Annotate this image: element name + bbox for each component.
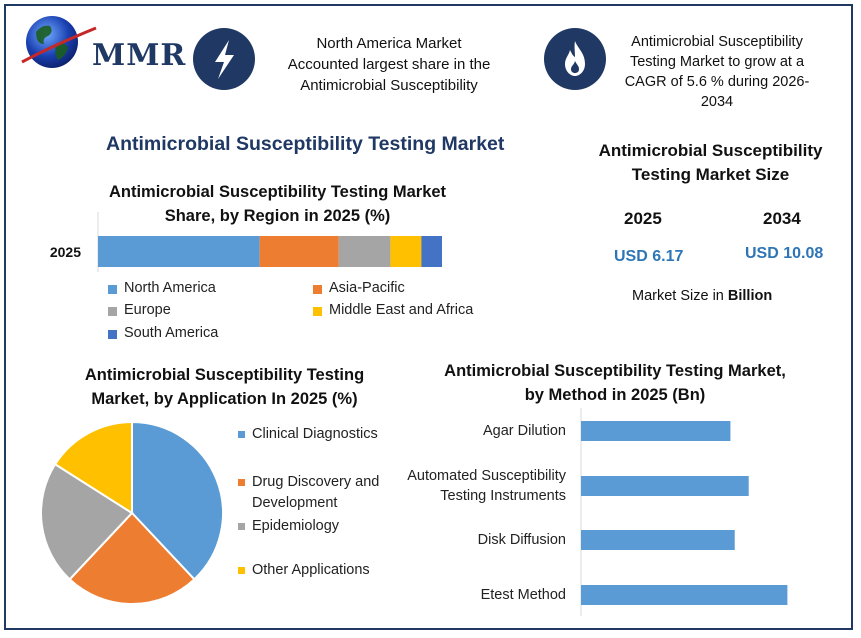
method-bar-automated-susceptibility-testing-instruments — [581, 476, 749, 496]
application-legend-label: Drug Discovery and Development — [252, 472, 379, 514]
region-category-label: 2025 — [50, 244, 81, 260]
region-bar-middle-east-and-africa — [390, 236, 422, 267]
region-legend: North America Asia-Pacific Europe Middle Ea… — [108, 280, 528, 346]
method-chart-title: Antimicrobial Susceptibility Testing Mar… — [415, 359, 815, 407]
headline-left-line: North America Market — [316, 35, 462, 52]
region-bar-north-america — [98, 236, 260, 267]
headline-right-text: Antimicrobial Susceptibility Testing Mar… — [612, 32, 822, 112]
method-category-line: Testing Instruments — [440, 488, 566, 504]
main-title: Antimicrobial Susceptibility Testing Mar… — [106, 133, 505, 155]
method-category-line: Etest Method — [480, 587, 566, 603]
application-chart-title: Antimicrobial Susceptibility Testing Mar… — [42, 363, 407, 411]
method-category-line: Automated Susceptibility — [407, 468, 566, 484]
legend-swatch — [238, 567, 245, 574]
legend-swatch — [108, 330, 117, 339]
region-chart-title-line: Antimicrobial Susceptibility Testing Mar… — [108, 183, 447, 201]
year-2034-label: 2034 — [763, 209, 801, 228]
pie-slice-other-applications — [53, 420, 133, 515]
application-chart-title-line: Market, by Application In 2025 (%) — [91, 390, 358, 408]
region-legend-label: Middle East and Africa — [329, 302, 474, 318]
region-legend-item: South America — [108, 325, 218, 341]
region-stacked-bar-chart: 2025 — [50, 212, 442, 272]
market-value-2034: USD 10.08 — [745, 245, 824, 262]
pie-slice-clinical-diagnostics — [131, 420, 224, 581]
market-size-title-line: Testing Market Size — [631, 165, 790, 184]
market-value-2025: USD 6.17 — [614, 248, 684, 265]
region-legend-item: North America — [108, 280, 216, 296]
headline-left-line: Antimicrobial Susceptibility — [300, 77, 478, 94]
region-legend-item: Middle East and Africa — [313, 302, 473, 318]
application-legend-line: Clinical Diagnostics — [252, 426, 378, 442]
region-legend-label: South America — [124, 325, 219, 341]
region-legend-label: Asia-Pacific — [329, 280, 405, 296]
method-bar-agar-dilution — [581, 421, 731, 441]
application-legend-line: Drug Discovery and — [252, 474, 380, 490]
method-category-label: Etest Method — [380, 585, 566, 605]
legend-swatch — [238, 431, 245, 438]
region-chart-title-line: Share, by Region in 2025 (%) — [164, 207, 391, 225]
legend-swatch — [108, 285, 117, 294]
market-size-unit-prefix: Market Size in — [632, 288, 724, 304]
lightning-icon — [193, 28, 255, 90]
year-2025-label: 2025 — [624, 209, 662, 228]
application-pie-chart — [40, 420, 224, 605]
logo-text: MMR — [92, 38, 187, 73]
legend-swatch — [238, 523, 245, 530]
pie-slice-drug-discovery-and-development — [68, 511, 196, 605]
market-size-title-line: Antimicrobial Susceptibility — [598, 141, 823, 160]
application-legend-item: Epidemiology — [238, 516, 339, 537]
headline-left-line: Accounted largest share in the — [287, 56, 491, 73]
application-legend: Clinical Diagnostics Drug Discovery and De… — [238, 424, 408, 594]
region-legend-item: Europe — [108, 302, 171, 318]
headline-left-text: North America Market Accounted largest s… — [262, 33, 516, 96]
region-bar-europe — [338, 236, 391, 267]
legend-swatch — [108, 307, 117, 316]
method-category-label: Agar Dilution — [380, 421, 566, 441]
application-legend-label: Clinical Diagnostics — [252, 424, 378, 445]
method-bar-etest-method — [581, 585, 788, 605]
application-legend-label: Epidemiology — [252, 516, 339, 537]
legend-swatch — [313, 285, 322, 294]
region-legend-item: Asia-Pacific — [313, 280, 405, 296]
application-legend-line: Development — [252, 495, 338, 511]
legend-swatch — [313, 307, 322, 316]
market-size-unit-bold: Billion — [727, 288, 773, 304]
method-chart-title-line: Antimicrobial Susceptibility Testing Mar… — [444, 362, 786, 380]
application-legend-item: Drug Discovery and Development — [238, 472, 379, 514]
region-chart-title: Antimicrobial Susceptibility Testing Mar… — [70, 180, 485, 228]
region-bar-asia-pacific — [259, 236, 339, 267]
method-category-line: Agar Dilution — [482, 423, 566, 439]
region-bar-south-america — [421, 236, 442, 267]
application-legend-label: Other Applications — [252, 560, 370, 581]
headline-right-line: Antimicrobial Susceptibility — [631, 34, 803, 50]
region-legend-label: Europe — [124, 302, 171, 318]
market-size-unit: Market Size in Billion — [632, 288, 772, 304]
globe-logo-icon — [21, 16, 97, 68]
pie-slice-epidemiology — [40, 462, 134, 581]
market-size-title: Antimicrobial Susceptibility Testing Mar… — [578, 139, 843, 187]
headline-right-line: Testing Market to grow at a — [629, 54, 805, 70]
headline-right-line: CAGR of 5.6 % during 2026- — [624, 74, 810, 90]
application-legend-line: Other Applications — [252, 562, 370, 578]
flame-icon — [544, 28, 606, 90]
method-bar-disk-diffusion — [581, 530, 735, 550]
method-category-line: Disk Diffusion — [477, 532, 566, 548]
method-bar-chart — [580, 408, 788, 616]
region-legend-label: North America — [124, 280, 216, 296]
method-chart-title-line: by Method in 2025 (Bn) — [524, 386, 706, 404]
headline-right-line: 2034 — [700, 94, 734, 110]
application-chart-title-line: Antimicrobial Susceptibility Testing — [84, 366, 365, 384]
method-category-label: Disk Diffusion — [380, 530, 566, 550]
legend-swatch — [238, 479, 245, 486]
application-legend-item: Clinical Diagnostics — [238, 424, 378, 445]
application-legend-line: Epidemiology — [252, 518, 340, 534]
method-category-label: Automated Susceptibility Testing Instrume… — [380, 466, 566, 506]
application-legend-item: Other Applications — [238, 560, 370, 581]
